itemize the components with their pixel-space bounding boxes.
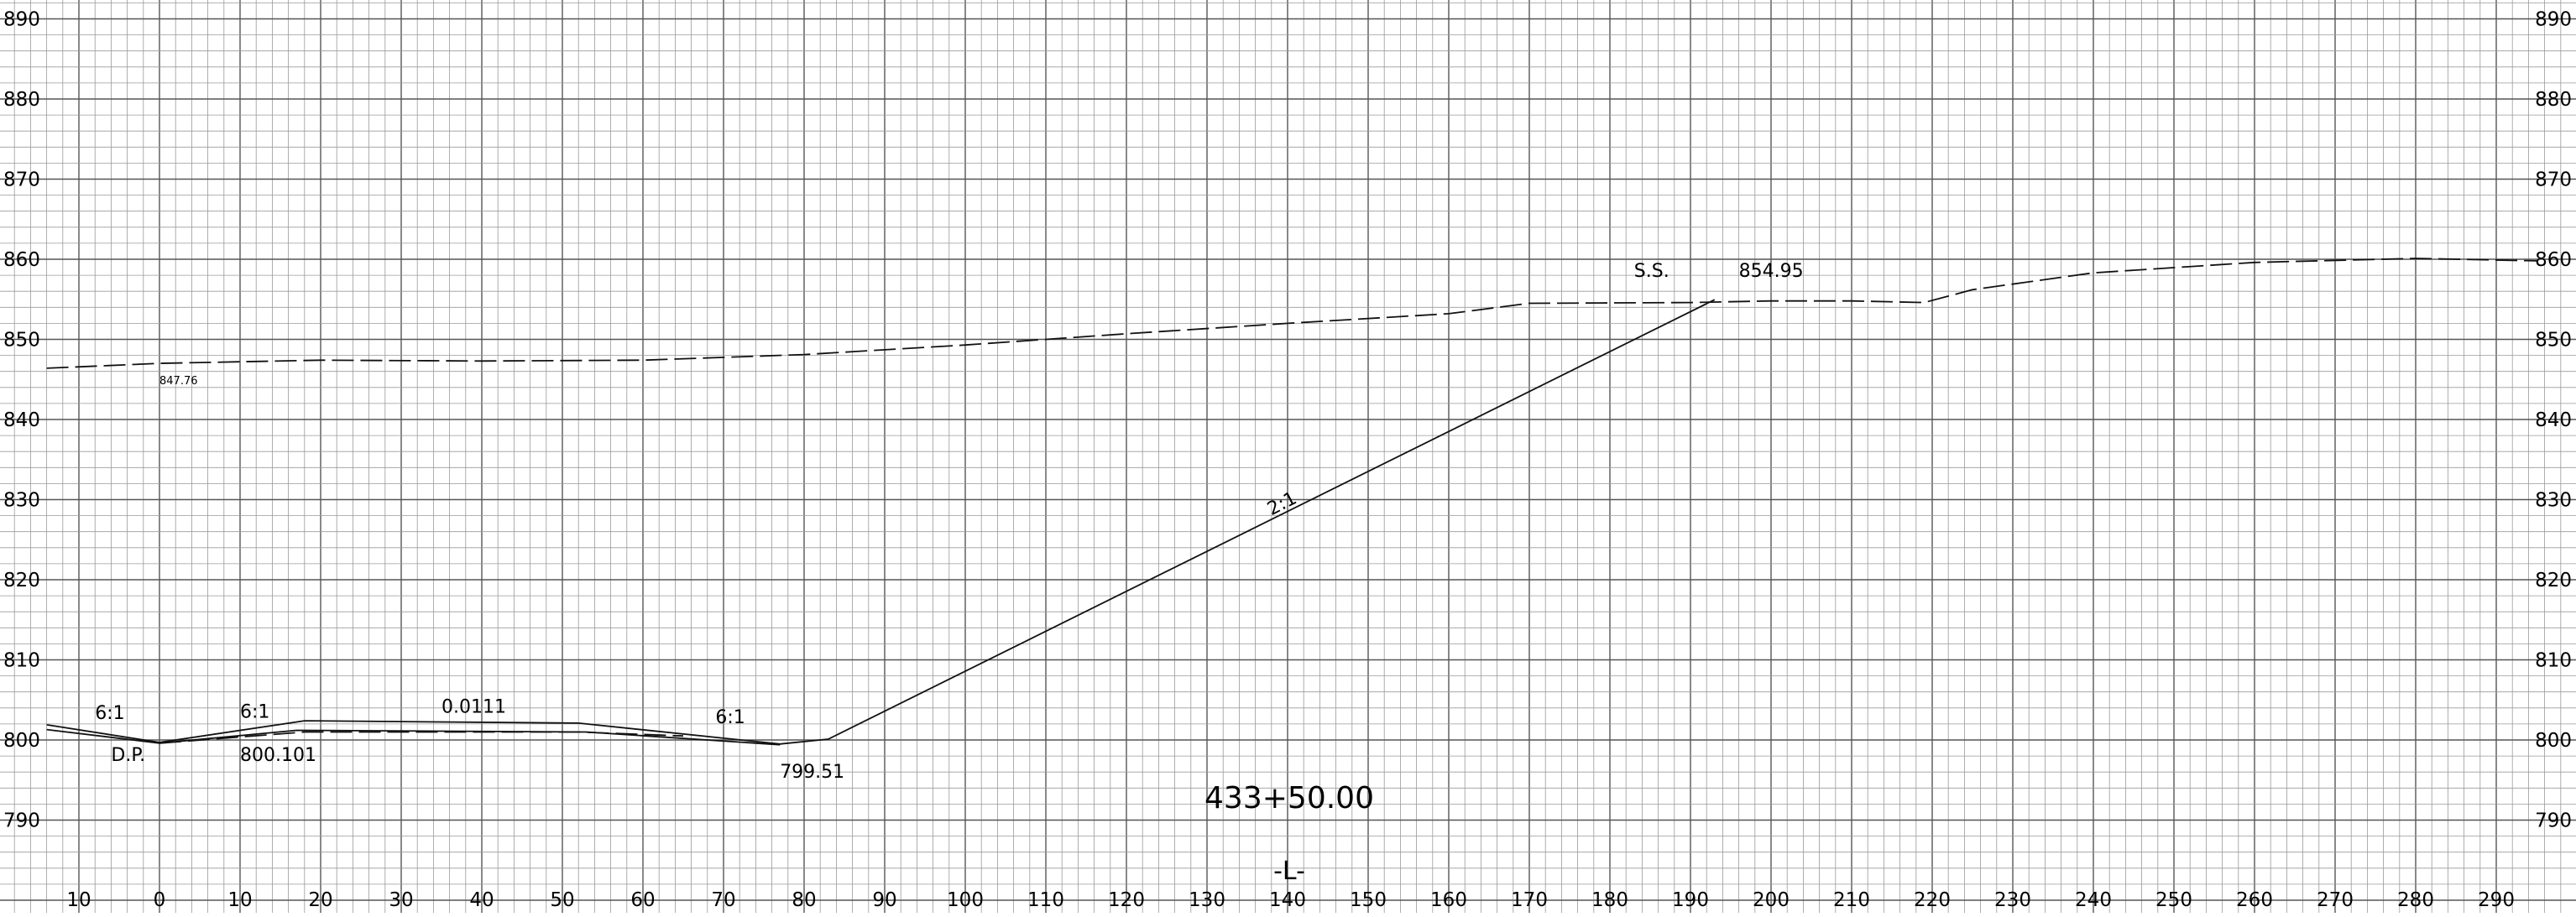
y-tick-label-left: 890: [3, 9, 40, 31]
x-tick-label: 260: [2236, 889, 2273, 911]
annotation-label: 6:1: [715, 707, 745, 728]
profile-subgrade-lower: [159, 731, 684, 744]
annotation-label: 0.0111: [442, 697, 506, 718]
annotation-label: 6:1: [240, 701, 269, 722]
y-tick-label-right: 800: [2535, 730, 2572, 752]
x-tick-label: 0: [154, 889, 166, 911]
y-tick-label-right: 830: [2535, 490, 2572, 512]
x-tick-label: 80: [792, 889, 816, 911]
station-label: 433+50.00: [1204, 781, 1374, 815]
x-tick-label: 100: [947, 889, 984, 911]
profile-subgrade: [46, 728, 781, 746]
x-tick-label: 50: [550, 889, 574, 911]
profile-existing-ground: [46, 258, 2537, 369]
y-tick-label-right: 850: [2535, 330, 2572, 352]
annotation-label: 2:1: [1264, 488, 1300, 520]
x-tick-label: 20: [308, 889, 332, 911]
x-tick-label: 180: [1591, 889, 1628, 911]
y-tick-label-left: 850: [3, 330, 40, 352]
annotation-label: S.S.: [1634, 261, 1669, 282]
y-tick-label-left: 880: [3, 89, 40, 111]
annotation-label: 6:1: [95, 703, 124, 724]
x-tick-label: 70: [711, 889, 735, 911]
x-tick-label: 250: [2155, 889, 2192, 911]
x-tick-label: 240: [2075, 889, 2112, 911]
y-tick-label-left: 800: [3, 730, 40, 752]
x-tick-label: 280: [2397, 889, 2434, 911]
x-tick-label: 190: [1672, 889, 1709, 911]
x-tick-label: 160: [1430, 889, 1467, 911]
x-tick-label: 30: [389, 889, 413, 911]
y-tick-label-right: 860: [2535, 249, 2572, 271]
y-tick-label-right: 820: [2535, 570, 2572, 591]
y-tick-label-right: 870: [2535, 169, 2572, 191]
y-tick-label-left: 810: [3, 650, 40, 672]
x-tick-label: 200: [1753, 889, 1790, 911]
y-tick-label-right: 790: [2535, 810, 2572, 832]
x-tick-label: 10: [227, 889, 252, 911]
y-tick-label-right: 890: [2535, 9, 2572, 31]
annotation-label: D.P.: [111, 745, 145, 766]
x-tick-label: 130: [1189, 889, 1225, 911]
annotations: 6:1 6:1 0.0111 6:1 D.P. 800.101 799.51 S.S. 854.…: [95, 261, 1803, 783]
x-tick-label: 120: [1108, 889, 1145, 911]
y-tick-label-right: 810: [2535, 650, 2572, 672]
y-tick-label-right: 880: [2535, 89, 2572, 111]
x-tick-label: 270: [2317, 889, 2354, 911]
line-label: -L-: [1273, 857, 1305, 886]
x-tick-label: 170: [1511, 889, 1548, 911]
y-tick-label-left: 830: [3, 490, 40, 512]
y-tick-label-left: 820: [3, 570, 40, 591]
y-tick-label-right: 840: [2535, 409, 2572, 431]
annotation-label: 799.51: [780, 762, 844, 783]
annotation-label: 854.95: [1739, 261, 1804, 282]
y-tick-label-left: 860: [3, 249, 40, 271]
x-tick-label: 230: [1994, 889, 2031, 911]
x-tick-label: 10: [66, 889, 91, 911]
profile-lines: [46, 258, 2537, 746]
x-tick-label: 290: [2478, 889, 2515, 911]
y-tick-label-left: 870: [3, 169, 40, 191]
y-tick-label-left: 840: [3, 409, 40, 431]
profile-finished-grade: [46, 299, 1716, 745]
x-tick-label: 60: [630, 889, 655, 911]
annotation-label: 800.101: [240, 745, 316, 766]
x-tick-label: 140: [1269, 889, 1306, 911]
annotation-label: 847.76: [159, 375, 198, 388]
x-tick-label: 90: [872, 889, 896, 911]
y-tick-label-left: 790: [3, 810, 40, 832]
y-tick-labels: 790 790 800 800 810 810 820 820 830 830 840 840 850 8…: [3, 9, 2572, 832]
x-tick-label: 210: [1833, 889, 1870, 911]
x-tick-labels: 10 0 10 20 30 40 50 60 70 80 90 100 110 120 130 140 150 1…: [66, 889, 2515, 911]
x-tick-label: 40: [469, 889, 494, 911]
x-tick-label: 150: [1350, 889, 1387, 911]
x-tick-label: 220: [1914, 889, 1951, 911]
x-tick-label: 110: [1027, 889, 1064, 911]
